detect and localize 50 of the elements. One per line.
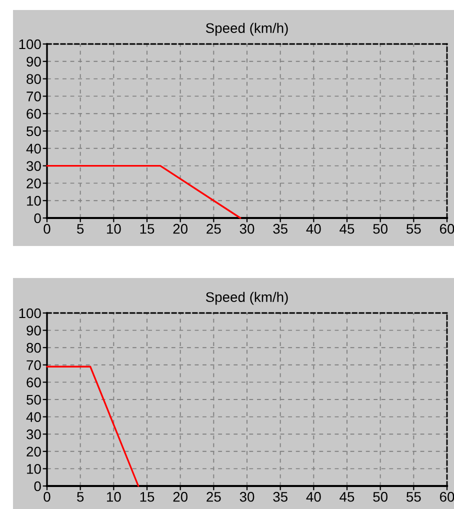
x-tick-label: 20 — [173, 492, 188, 502]
x-tick-label: 10 — [107, 492, 121, 502]
x-tick-label: 60 — [440, 492, 454, 502]
chart-title: Speed (km/h) — [206, 292, 288, 305]
x-tick-label: 25 — [206, 224, 221, 234]
x-tick-label: 10 — [107, 224, 121, 234]
y-tick-label: 90 — [26, 56, 41, 67]
x-tick-label: 25 — [206, 492, 221, 502]
y-tick-label: 10 — [27, 464, 41, 474]
y-tick-label: 20 — [26, 178, 41, 188]
x-tick-label: 15 — [140, 492, 154, 502]
x-tick-label: 30 — [240, 224, 254, 234]
y-tick-label: 10 — [27, 196, 41, 206]
x-tick-label: 30 — [240, 492, 254, 502]
y-tick-label: 80 — [26, 342, 41, 353]
x-tick-label: 35 — [273, 492, 288, 502]
y-tick-label: 40 — [26, 412, 41, 422]
chart-title: Speed (km/h) — [206, 22, 288, 36]
x-tick-label: 0 — [44, 224, 50, 234]
y-tick-label: 70 — [26, 360, 41, 370]
x-tick-label: 50 — [373, 224, 388, 234]
y-tick-label: 0 — [34, 481, 41, 492]
x-tick-label: 55 — [406, 224, 421, 234]
x-tick-label: 20 — [173, 224, 188, 234]
y-tick-label: 30 — [26, 161, 41, 171]
y-tick-label: 90 — [26, 326, 41, 336]
y-tick-label: 70 — [26, 92, 41, 102]
y-tick-label: 60 — [26, 378, 41, 388]
y-tick-label: 100 — [19, 308, 41, 318]
x-tick-label: 40 — [306, 492, 321, 502]
y-tick-label: 80 — [26, 74, 41, 84]
y-tick-label: 30 — [26, 429, 41, 440]
y-tick-label: 0 — [34, 213, 41, 224]
y-tick-label: 50 — [26, 126, 41, 136]
x-tick-label: 5 — [77, 492, 84, 502]
x-tick-label: 45 — [340, 492, 354, 502]
x-tick-label: 40 — [306, 224, 321, 234]
x-tick-label: 55 — [406, 492, 421, 502]
x-tick-label: 50 — [373, 492, 388, 502]
x-tick-label: 5 — [77, 224, 84, 234]
x-tick-label: 45 — [340, 224, 354, 234]
y-tick-label: 100 — [19, 39, 41, 50]
x-tick-label: 35 — [273, 224, 288, 234]
x-tick-label: 60 — [440, 224, 454, 234]
x-tick-label: 15 — [140, 224, 154, 234]
x-tick-label: 0 — [44, 492, 50, 502]
y-tick-label: 50 — [26, 394, 41, 405]
y-tick-label: 20 — [26, 446, 41, 457]
y-tick-label: 60 — [26, 108, 41, 119]
y-tick-label: 40 — [26, 144, 41, 154]
